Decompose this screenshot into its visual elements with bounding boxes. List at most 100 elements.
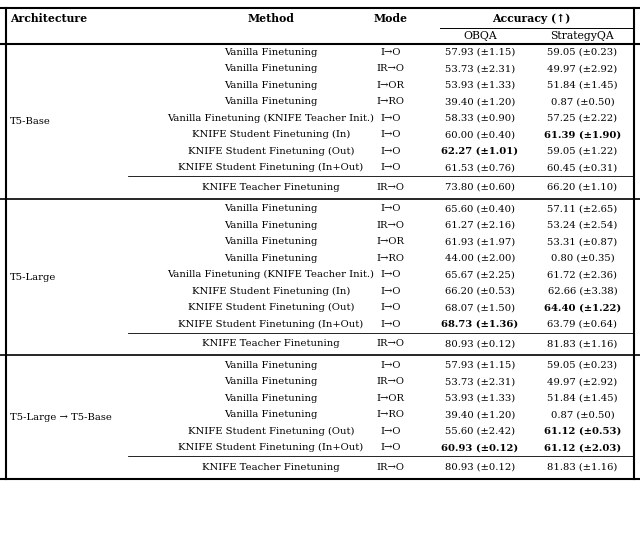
Text: KNIFE Student Finetuning (Out): KNIFE Student Finetuning (Out)	[188, 426, 355, 436]
Text: KNIFE Student Finetuning (Out): KNIFE Student Finetuning (Out)	[188, 303, 355, 312]
Text: Mode: Mode	[373, 12, 408, 23]
Text: KNIFE Student Finetuning (Out): KNIFE Student Finetuning (Out)	[188, 147, 355, 156]
Text: 64.40 (±1.22): 64.40 (±1.22)	[544, 303, 621, 312]
Text: I→OR: I→OR	[376, 394, 404, 403]
Text: 53.73 (±2.31): 53.73 (±2.31)	[445, 378, 515, 386]
Text: IR→O: IR→O	[376, 64, 404, 73]
Text: 49.97 (±2.92): 49.97 (±2.92)	[547, 378, 618, 386]
Text: I→O: I→O	[380, 163, 401, 172]
Text: 60.93 (±0.12): 60.93 (±0.12)	[442, 443, 518, 452]
Text: 57.93 (±1.15): 57.93 (±1.15)	[445, 361, 515, 370]
Text: I→O: I→O	[380, 361, 401, 370]
Text: 61.12 (±0.53): 61.12 (±0.53)	[544, 427, 621, 436]
Text: 53.73 (±2.31): 53.73 (±2.31)	[445, 64, 515, 73]
Text: I→O: I→O	[380, 427, 401, 436]
Text: 55.60 (±2.42): 55.60 (±2.42)	[445, 427, 515, 436]
Text: 57.93 (±1.15): 57.93 (±1.15)	[445, 48, 515, 57]
Text: 53.93 (±1.33): 53.93 (±1.33)	[445, 394, 515, 403]
Text: 59.05 (±1.22): 59.05 (±1.22)	[547, 147, 618, 156]
Text: 57.25 (±2.22): 57.25 (±2.22)	[547, 114, 618, 123]
Text: 57.11 (±2.65): 57.11 (±2.65)	[547, 204, 618, 214]
Text: IR→O: IR→O	[376, 183, 404, 192]
Text: Vanilla Finetuning: Vanilla Finetuning	[224, 237, 317, 246]
Text: 51.84 (±1.45): 51.84 (±1.45)	[547, 81, 618, 90]
Text: I→RO: I→RO	[376, 97, 404, 106]
Text: Vanilla Finetuning: Vanilla Finetuning	[224, 410, 317, 419]
Text: I→O: I→O	[380, 320, 401, 329]
Text: KNIFE Teacher Finetuning: KNIFE Teacher Finetuning	[202, 183, 340, 192]
Text: 53.93 (±1.33): 53.93 (±1.33)	[445, 81, 515, 90]
Text: 81.83 (±1.16): 81.83 (±1.16)	[547, 339, 618, 348]
Text: IR→O: IR→O	[376, 339, 404, 348]
Text: 63.79 (±0.64): 63.79 (±0.64)	[547, 320, 618, 329]
Text: Vanilla Finetuning: Vanilla Finetuning	[224, 48, 317, 57]
Text: 53.31 (±0.87): 53.31 (±0.87)	[547, 237, 618, 246]
Text: 59.05 (±0.23): 59.05 (±0.23)	[547, 361, 618, 370]
Text: I→RO: I→RO	[376, 410, 404, 419]
Text: I→RO: I→RO	[376, 254, 404, 263]
Text: I→O: I→O	[380, 303, 401, 312]
Text: 0.80 (±0.35): 0.80 (±0.35)	[550, 254, 614, 263]
Text: StrategyQA: StrategyQA	[550, 31, 614, 41]
Text: I→O: I→O	[380, 287, 401, 296]
Text: KNIFE Teacher Finetuning: KNIFE Teacher Finetuning	[202, 339, 340, 348]
Text: I→OR: I→OR	[376, 81, 404, 90]
Text: T5-Base: T5-Base	[10, 117, 51, 126]
Text: Vanilla Finetuning: Vanilla Finetuning	[224, 361, 317, 370]
Text: KNIFE Student Finetuning (In+Out): KNIFE Student Finetuning (In+Out)	[179, 163, 364, 172]
Text: 62.66 (±3.38): 62.66 (±3.38)	[548, 287, 617, 296]
Text: I→OR: I→OR	[376, 237, 404, 246]
Text: 58.33 (±0.90): 58.33 (±0.90)	[445, 114, 515, 123]
Text: Vanilla Finetuning (KNIFE Teacher Init.): Vanilla Finetuning (KNIFE Teacher Init.)	[168, 113, 374, 123]
Text: IR→O: IR→O	[376, 463, 404, 471]
Text: Vanilla Finetuning: Vanilla Finetuning	[224, 254, 317, 263]
Text: Vanilla Finetuning: Vanilla Finetuning	[224, 81, 317, 90]
Text: 81.83 (±1.16): 81.83 (±1.16)	[547, 463, 618, 471]
Text: Vanilla Finetuning: Vanilla Finetuning	[224, 64, 317, 73]
Text: 53.24 (±2.54): 53.24 (±2.54)	[547, 221, 618, 230]
Text: T5-Large → T5-Base: T5-Large → T5-Base	[10, 413, 111, 422]
Text: I→O: I→O	[380, 114, 401, 123]
Text: Architecture: Architecture	[10, 12, 87, 23]
Text: 80.93 (±0.12): 80.93 (±0.12)	[445, 463, 515, 471]
Text: Vanilla Finetuning: Vanilla Finetuning	[224, 221, 317, 230]
Text: I→O: I→O	[380, 130, 401, 139]
Text: Vanilla Finetuning: Vanilla Finetuning	[224, 378, 317, 386]
Text: 73.80 (±0.60): 73.80 (±0.60)	[445, 183, 515, 192]
Text: KNIFE Student Finetuning (In+Out): KNIFE Student Finetuning (In+Out)	[179, 443, 364, 453]
Text: 62.27 (±1.01): 62.27 (±1.01)	[442, 147, 518, 156]
Text: 51.84 (±1.45): 51.84 (±1.45)	[547, 394, 618, 403]
Text: 0.87 (±0.50): 0.87 (±0.50)	[550, 97, 614, 106]
Text: Vanilla Finetuning: Vanilla Finetuning	[224, 394, 317, 403]
Text: 60.45 (±0.31): 60.45 (±0.31)	[547, 163, 618, 172]
Text: 68.07 (±1.50): 68.07 (±1.50)	[445, 303, 515, 312]
Text: 61.39 (±1.90): 61.39 (±1.90)	[544, 130, 621, 139]
Text: 65.67 (±2.25): 65.67 (±2.25)	[445, 270, 515, 279]
Text: I→O: I→O	[380, 204, 401, 214]
Text: KNIFE Student Finetuning (In): KNIFE Student Finetuning (In)	[192, 287, 350, 296]
Text: I→O: I→O	[380, 443, 401, 452]
Text: IR→O: IR→O	[376, 378, 404, 386]
Text: 44.00 (±2.00): 44.00 (±2.00)	[445, 254, 515, 263]
Text: 68.73 (±1.36): 68.73 (±1.36)	[442, 320, 518, 329]
Text: 61.27 (±2.16): 61.27 (±2.16)	[445, 221, 515, 230]
Text: KNIFE Student Finetuning (In): KNIFE Student Finetuning (In)	[192, 130, 350, 140]
Text: 49.97 (±2.92): 49.97 (±2.92)	[547, 64, 618, 73]
Text: 80.93 (±0.12): 80.93 (±0.12)	[445, 339, 515, 348]
Text: T5-Large: T5-Large	[10, 273, 56, 282]
Text: OBQA: OBQA	[463, 31, 497, 41]
Text: I→O: I→O	[380, 48, 401, 57]
Text: KNIFE Teacher Finetuning: KNIFE Teacher Finetuning	[202, 463, 340, 471]
Text: 61.72 (±2.36): 61.72 (±2.36)	[547, 270, 618, 279]
Text: Vanilla Finetuning: Vanilla Finetuning	[224, 204, 317, 214]
Text: Vanilla Finetuning: Vanilla Finetuning	[224, 97, 317, 106]
Text: IR→O: IR→O	[376, 221, 404, 230]
Text: Method: Method	[248, 12, 294, 23]
Text: 66.20 (±1.10): 66.20 (±1.10)	[547, 183, 618, 192]
Text: 59.05 (±0.23): 59.05 (±0.23)	[547, 48, 618, 57]
Text: 65.60 (±0.40): 65.60 (±0.40)	[445, 204, 515, 214]
Text: KNIFE Student Finetuning (In+Out): KNIFE Student Finetuning (In+Out)	[179, 320, 364, 329]
Text: 60.00 (±0.40): 60.00 (±0.40)	[445, 130, 515, 139]
Text: 61.53 (±0.76): 61.53 (±0.76)	[445, 163, 515, 172]
Text: 66.20 (±0.53): 66.20 (±0.53)	[445, 287, 515, 296]
